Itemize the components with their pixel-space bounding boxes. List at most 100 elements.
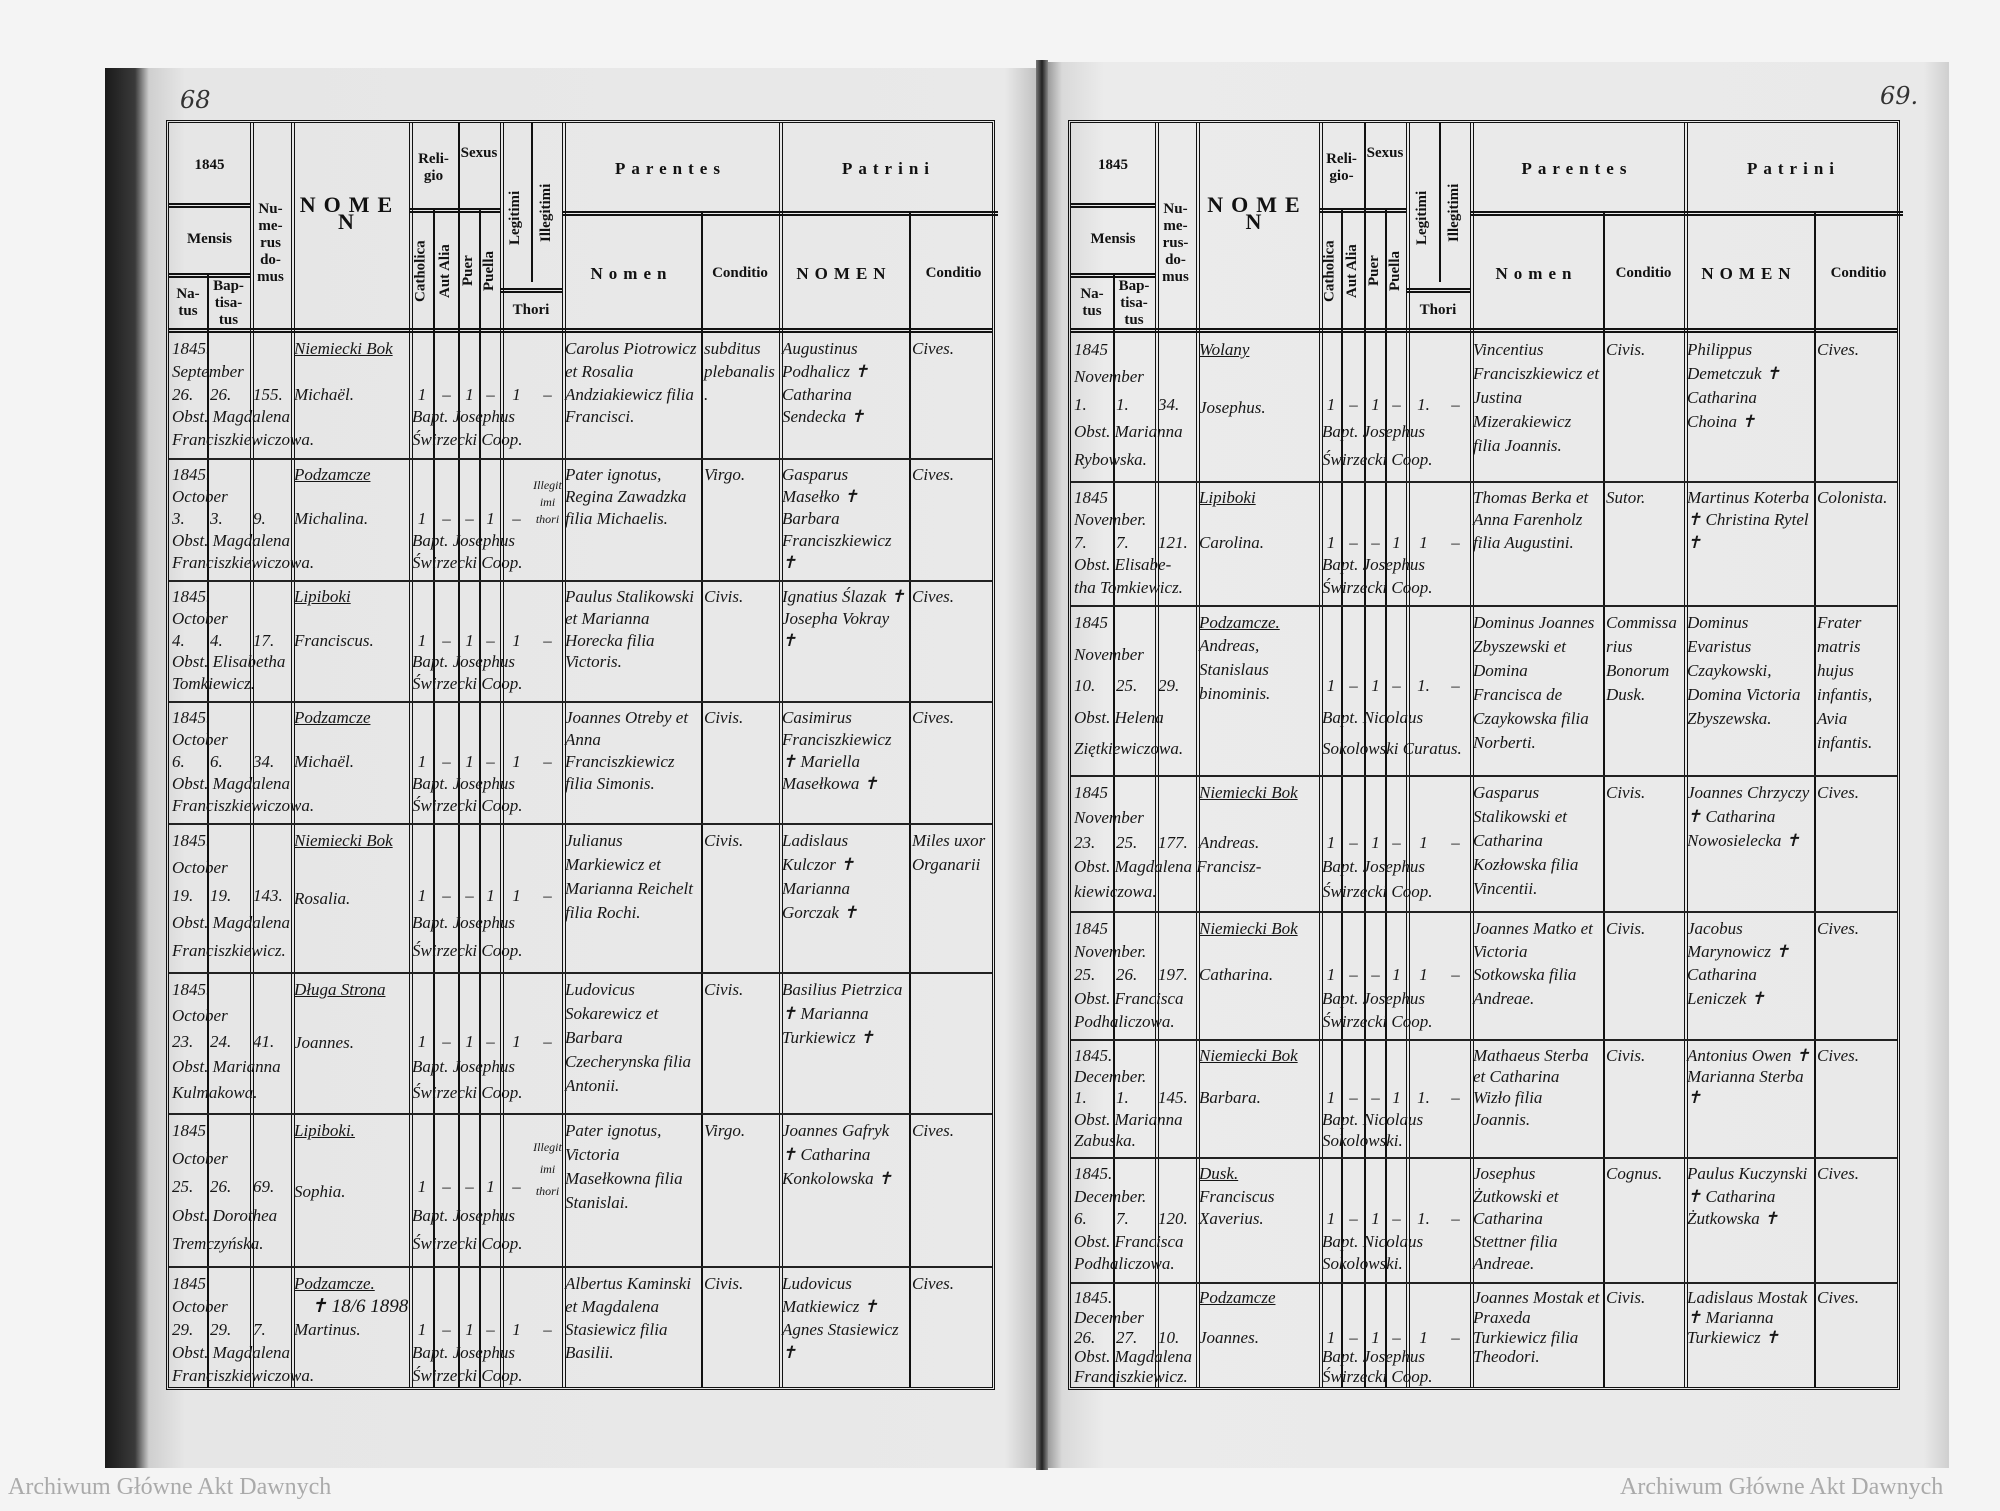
entry-year: 1845 (172, 1121, 206, 1140)
register-entry: 1845. October 6. 6. 34. Podzamcze Michaël. Obst… (169, 701, 992, 823)
entry-year: 1845. (172, 339, 211, 358)
death-annotation: ✝ 18/6 1898 (311, 1296, 409, 1317)
entry-parents: Gasparus Stalikowski et Catharina Kozłow… (1473, 783, 1579, 898)
entry-mark: 1 (465, 384, 474, 404)
column-rule (779, 123, 783, 1387)
header-patrini-conditio: Conditio (1830, 264, 1887, 281)
entry-parents-conditio: Virgo. (704, 465, 746, 484)
entry-child-name: Michalina. (294, 509, 369, 528)
entry-patrini: Antonius Owen ✝ Marianna Sterba ✝ (1687, 1046, 1810, 1108)
header-puer: Puer (1366, 255, 1382, 287)
column-rule (1196, 123, 1200, 1387)
entry-mark: 1 (1371, 832, 1380, 852)
entry-obstetrix-line1: Obst. Magdalena (172, 913, 291, 933)
column-rule (701, 213, 703, 1387)
header-aut-alia: Aut Alia (1344, 244, 1360, 298)
entry-parents: Dominus Joannes Zbyszewski et Domina Fra… (1473, 613, 1595, 752)
entry-parents: Mathaeus Sterba et Catharina Wizło filia… (1473, 1046, 1589, 1129)
entry-obstetrix-line2: Ziętkiewiczowa. (1074, 739, 1184, 759)
entry-patrini-conditio: Cives. (912, 1274, 955, 1293)
header-puer: Puer (460, 255, 476, 287)
entry-child-name: Michaël. (294, 384, 354, 404)
entry-domus: 197. (1158, 965, 1188, 985)
entry-baptisatus: 7. (1116, 1209, 1129, 1229)
entry-mark: 1 (1326, 832, 1336, 852)
entry-month: October (172, 487, 228, 506)
entry-mark: – (1371, 1088, 1380, 1108)
entry-mark: 1 (1392, 965, 1401, 985)
entry-mark: Illegitimi thori (533, 478, 562, 527)
entry-mark: – (1451, 1088, 1460, 1108)
entry-mark: 1 (1326, 1088, 1336, 1108)
entry-year: 1845. (172, 708, 211, 727)
entry-child-name: Andreas, Stanislaus binominis. (1199, 635, 1271, 703)
entry-year: 1845. (1074, 1164, 1113, 1183)
entry-mark: – (1349, 676, 1358, 696)
entry-baptisatus: 29. (210, 1320, 232, 1339)
entry-natus: 23. (1074, 832, 1096, 852)
entry-mark: 1 (417, 1031, 427, 1051)
entry-baptisatus: 19. (210, 885, 232, 905)
entry-patrini: Ludovicus Matkiewicz ✝ Agnes Stasiewicz … (782, 1274, 899, 1362)
entry-mark: – (442, 1031, 451, 1051)
entry-obstetrix-line1: Obst. Marianna (1074, 422, 1183, 442)
entry-domus: 69. (253, 1177, 275, 1197)
entry-parents-conditio: Civis. (1606, 1046, 1646, 1065)
entry-patrini: Casimirus Franciszkiewicz ✝ Mariella Mas… (782, 708, 892, 793)
entry-baptizans-line2: Świrzecki Coop. (412, 430, 523, 450)
entry-year: 1845 (1074, 919, 1108, 938)
entry-patrini: Basilius Pietrzica ✝ Marianna Turkiewicz… (782, 980, 903, 1047)
entry-village: Lipiboki. (294, 1121, 355, 1140)
entry-parents: Joannes Matko et Victoria Sotkowska fili… (1473, 919, 1593, 1008)
register-entry: 1845 November. 25. 26. 197. Niemiecki Bok Cath… (1071, 911, 1897, 1039)
column-rule (1814, 213, 1816, 1387)
column-rule (433, 208, 435, 1387)
entry-natus: 6. (172, 752, 185, 771)
column-rule (291, 123, 295, 1387)
entry-mark: 1 (417, 1177, 427, 1197)
entry-baptisatus: 26. (1116, 965, 1138, 985)
register-entry: 1845 November 10. 25. 29. Podzamcze. Andreas, … (1071, 605, 1897, 775)
header-parentes: Parentes (1521, 158, 1633, 178)
entry-mark: 1 (1371, 1209, 1380, 1229)
header-patrini-conditio: Conditio (925, 264, 982, 281)
entry-parents: Paulus Stalikowski et Marianna Horecka f… (565, 587, 694, 672)
register-entry: 1845. December. 6. 7. 120. Dusk. Franciscus Xa… (1071, 1157, 1897, 1282)
entry-mark: – (543, 1320, 552, 1339)
entry-mark: – (442, 1320, 451, 1339)
row-rule (169, 458, 992, 460)
entry-baptisatus: 1. (1116, 394, 1129, 414)
entry-mark: – (486, 384, 495, 404)
entry-mark: – (1451, 1209, 1460, 1229)
row-rule (169, 972, 992, 974)
entry-baptizans-line1: Bapt. Josephus (1322, 555, 1425, 575)
column-rule (1603, 213, 1605, 1387)
entry-baptizans-line1: Bapt. Josephus (1322, 1347, 1425, 1367)
entry-parents-conditio: Commissarius Bonorum Dusk. (1606, 613, 1677, 704)
header-nomen: NOMEN (299, 192, 401, 234)
entry-baptizans-line2: Świrzecki Coop. (412, 674, 523, 694)
entry-mark: – (1349, 394, 1358, 414)
entry-month: October (172, 1005, 228, 1025)
header-patrini: Patrini (1747, 158, 1840, 178)
entry-natus: 6. (1074, 1209, 1087, 1229)
entry-month: October (172, 1149, 228, 1169)
entry-village: Niemiecki Bok (294, 831, 393, 850)
header-mensis: Mensis (1090, 230, 1136, 247)
entry-patrini: Ignatius Ślazak ✝ Josepha Vokray ✝ (782, 587, 905, 650)
entry-mark: 1. (1417, 1209, 1430, 1229)
entry-village: Niemiecki Bok (294, 339, 393, 358)
entry-mark: – (442, 752, 451, 771)
entry-obstetrix-line2: Franciszkiewiczowa. (172, 430, 315, 450)
column-rule (531, 123, 533, 282)
entry-baptizans-line1: Bapt. Josephus (412, 913, 515, 933)
entry-parents-conditio: Civis. (704, 708, 744, 727)
column-rule (562, 123, 566, 1387)
entry-baptisatus: 7. (1116, 532, 1129, 552)
entry-mark: 1. (1417, 676, 1430, 696)
column-rule (1341, 208, 1343, 1387)
column-rule (1406, 123, 1410, 1387)
row-rule (1071, 1157, 1897, 1159)
entry-mark: – (1451, 532, 1460, 552)
header-thori: Thori (512, 301, 550, 318)
